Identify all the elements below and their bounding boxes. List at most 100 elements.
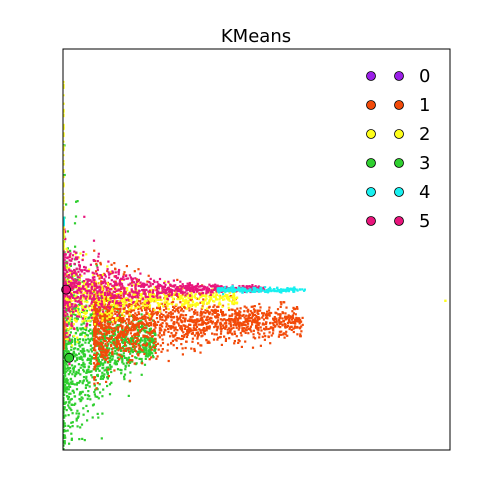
data-point — [64, 374, 67, 377]
data-point — [73, 334, 76, 337]
data-point — [206, 341, 209, 344]
data-point — [211, 320, 214, 323]
data-point — [86, 384, 89, 387]
data-point — [211, 288, 214, 291]
data-point — [139, 307, 142, 310]
data-point — [82, 407, 85, 410]
data-point — [163, 280, 167, 283]
data-point — [199, 319, 202, 322]
data-point — [243, 323, 246, 326]
data-point — [63, 321, 65, 324]
data-point — [90, 298, 93, 301]
data-point — [234, 298, 237, 301]
data-point — [68, 383, 71, 386]
data-point — [127, 283, 130, 286]
data-point — [66, 230, 69, 233]
data-point — [162, 292, 165, 296]
data-point — [236, 307, 239, 310]
data-point — [254, 321, 257, 324]
data-point — [183, 327, 186, 330]
data-point — [133, 347, 136, 350]
data-point — [183, 295, 186, 298]
data-point — [123, 298, 126, 301]
data-point — [139, 302, 142, 305]
data-point — [74, 337, 77, 341]
data-point — [147, 302, 150, 305]
data-point — [113, 338, 116, 341]
data-point — [207, 340, 210, 343]
data-point — [109, 367, 112, 371]
data-point — [84, 386, 87, 389]
data-point — [96, 294, 99, 297]
data-point — [65, 315, 68, 318]
data-point — [111, 327, 114, 330]
data-point — [157, 348, 160, 351]
data-point — [248, 327, 252, 330]
data-point — [213, 300, 216, 303]
data-point — [89, 295, 92, 298]
data-point — [204, 311, 207, 315]
data-point — [188, 306, 191, 309]
data-point — [152, 341, 156, 344]
data-point — [104, 306, 107, 309]
data-point — [86, 300, 89, 303]
data-point — [82, 338, 85, 341]
data-point — [252, 288, 255, 291]
data-point — [102, 374, 105, 377]
data-point — [213, 333, 216, 336]
data-point — [251, 305, 255, 308]
data-point — [98, 337, 101, 340]
data-point — [278, 330, 281, 333]
data-point — [99, 361, 102, 364]
data-point — [149, 346, 152, 349]
data-point — [258, 336, 261, 339]
data-point — [182, 314, 185, 317]
data-point — [115, 277, 118, 280]
data-point — [267, 288, 270, 291]
data-point — [115, 295, 119, 298]
data-point — [171, 289, 174, 292]
data-point — [244, 290, 247, 293]
data-point — [86, 394, 90, 397]
data-point — [227, 290, 230, 293]
data-point — [230, 296, 233, 299]
data-point — [167, 316, 170, 319]
data-point — [98, 347, 101, 350]
data-point — [139, 330, 142, 333]
data-point — [68, 306, 71, 309]
data-point — [89, 348, 92, 351]
data-point — [110, 295, 113, 298]
data-point — [127, 306, 130, 309]
data-point — [108, 309, 111, 312]
data-point — [161, 325, 164, 328]
data-point — [196, 287, 199, 290]
data-point — [190, 287, 193, 290]
data-point — [90, 296, 93, 299]
data-point — [63, 311, 65, 314]
data-point — [172, 294, 175, 297]
data-point — [116, 315, 119, 318]
data-point — [134, 287, 137, 291]
data-point — [119, 332, 122, 335]
data-point — [171, 285, 174, 288]
data-point — [101, 395, 104, 398]
data-point — [81, 343, 84, 346]
data-point — [65, 304, 68, 307]
data-point — [108, 330, 111, 333]
data-point — [113, 347, 116, 350]
data-point — [109, 360, 112, 363]
data-point — [166, 314, 169, 317]
data-point — [78, 398, 81, 401]
data-point — [105, 315, 109, 318]
data-point — [303, 289, 306, 292]
data-point — [297, 318, 300, 321]
data-point — [202, 287, 205, 290]
data-point — [248, 288, 251, 291]
data-point — [63, 440, 66, 443]
data-point — [256, 309, 259, 312]
data-point — [148, 343, 151, 346]
data-point — [123, 303, 126, 306]
data-point — [172, 335, 175, 338]
data-point — [217, 316, 220, 319]
data-point — [216, 309, 219, 312]
